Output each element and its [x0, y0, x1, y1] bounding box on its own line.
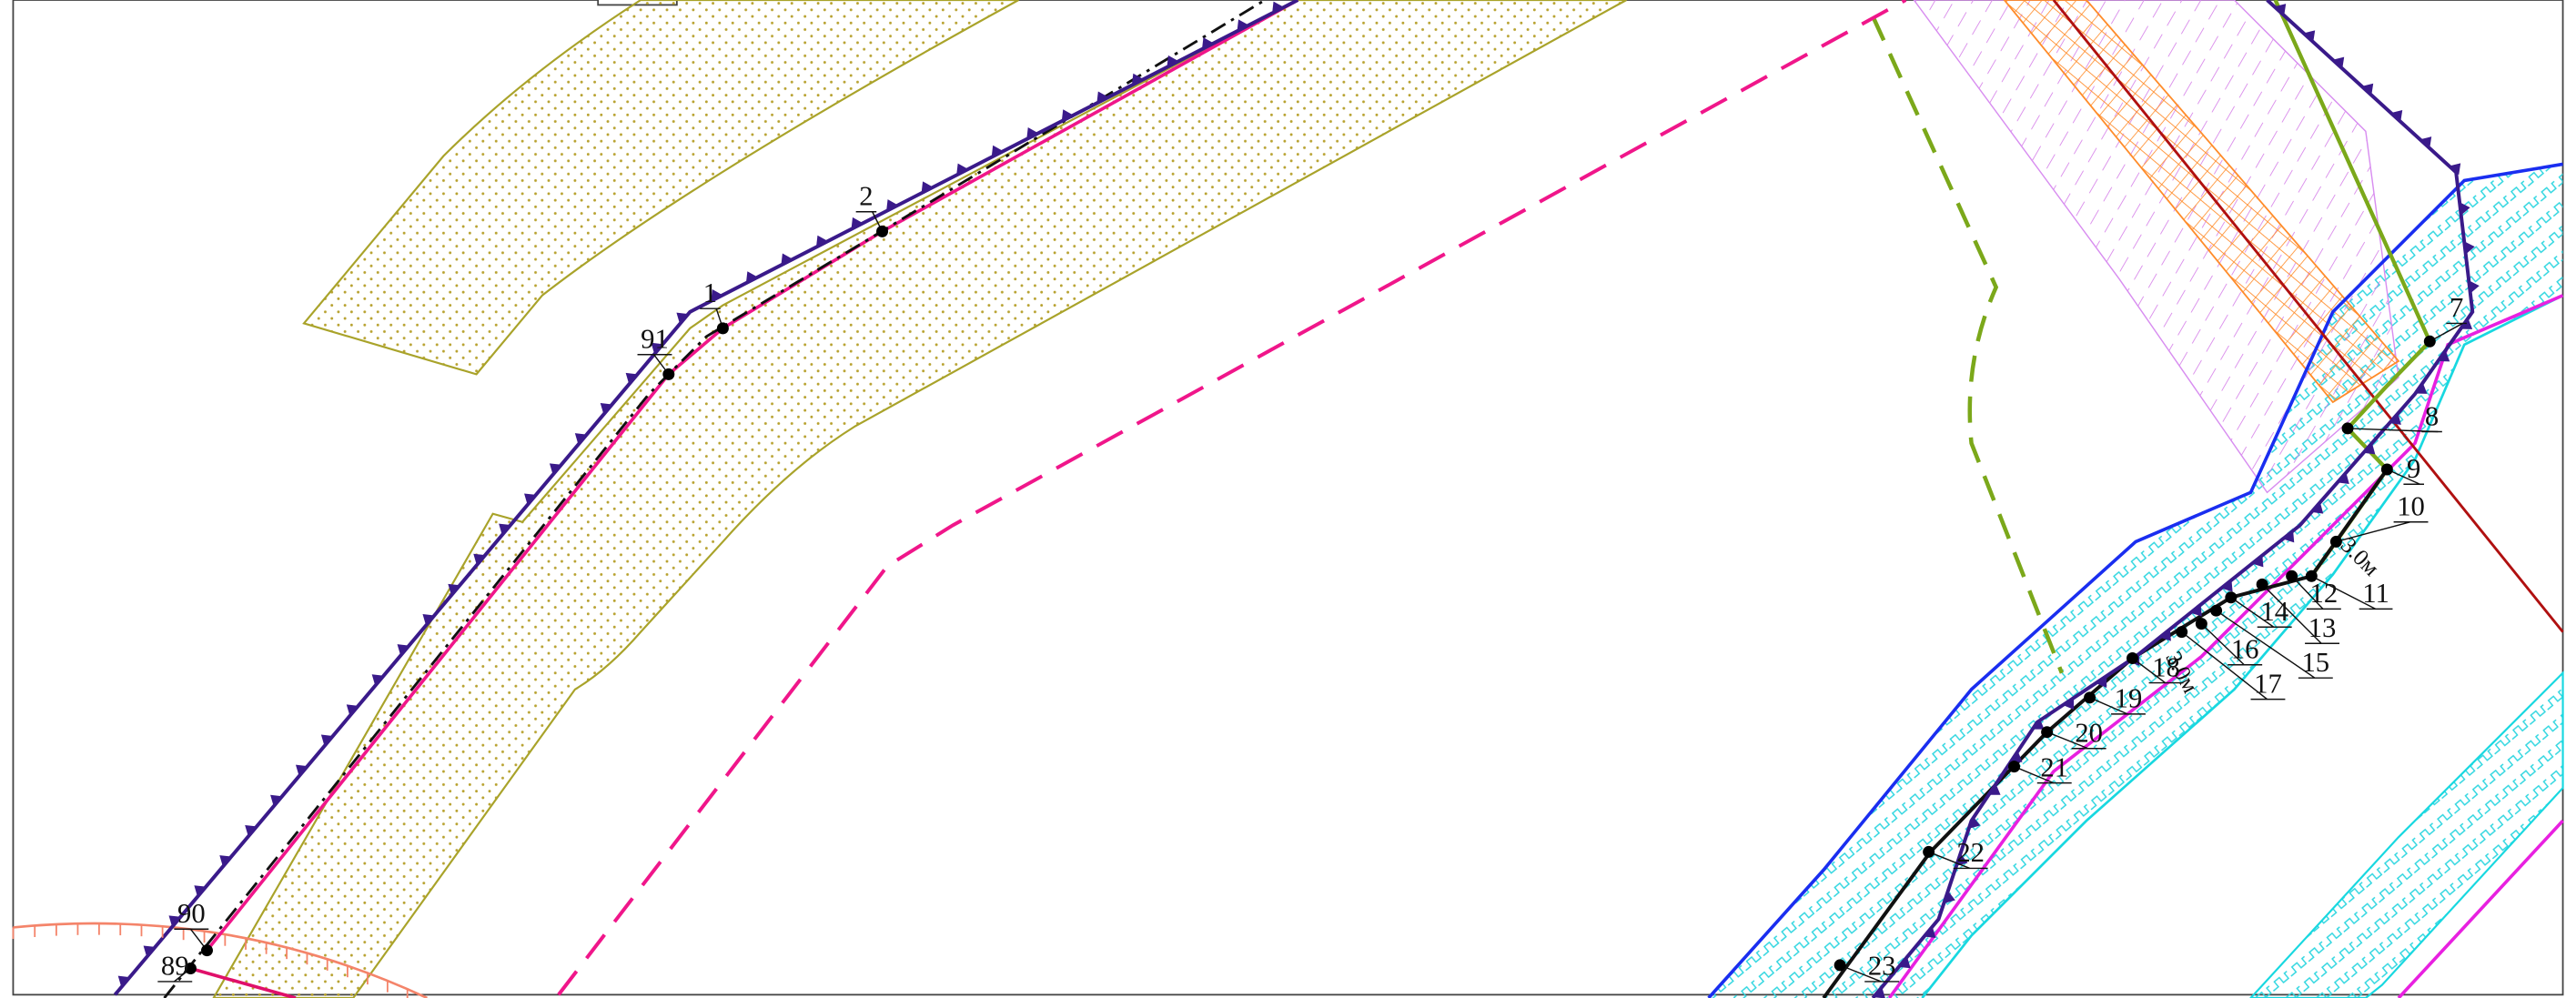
river-line: [2397, 819, 2564, 998]
boundary-purple: [113, 0, 1299, 996]
zone-violet: [1913, 0, 2399, 494]
point-marker: [184, 963, 197, 975]
leader-line: [2200, 623, 2245, 666]
point-label: 20: [2075, 718, 2103, 749]
point-label: 9: [2407, 453, 2420, 484]
water-boundary: [1707, 162, 2563, 998]
point-label: 8: [2425, 400, 2439, 431]
point-marker: [2341, 422, 2354, 435]
point-label: 2: [859, 181, 873, 212]
leader-line: [2216, 610, 2316, 679]
point-marker: [2305, 570, 2318, 582]
boundary-purple: [1871, 0, 2475, 998]
point-marker: [716, 322, 729, 335]
point-label: 1: [703, 277, 717, 308]
arc-ticks: [12, 923, 409, 998]
point-label: 21: [2040, 751, 2068, 782]
point-marker: [2225, 591, 2238, 604]
point-marker: [2286, 570, 2298, 582]
zone-dotted: [302, 0, 1019, 376]
leader-line: [2387, 469, 2420, 485]
leader-line: [2261, 583, 2322, 644]
point-marker: [2176, 626, 2188, 639]
leader-line: [2429, 322, 2463, 342]
point-label: 13: [2308, 612, 2337, 643]
point-label: 10: [2397, 491, 2425, 522]
line-green-dashed: [1871, 15, 2064, 674]
point-marker: [2084, 691, 2096, 704]
point-label: 12: [2310, 578, 2339, 609]
water-zone: [2249, 670, 2564, 998]
leader-line: [2014, 765, 2055, 784]
point-label: 14: [2260, 596, 2288, 627]
point-marker: [2126, 652, 2139, 665]
zone-orange: [2003, 0, 2400, 404]
point-label: 19: [2115, 683, 2143, 714]
leader-line: [2310, 575, 2377, 610]
point-label: 17: [2254, 668, 2282, 699]
leader-line: [2046, 731, 2089, 750]
point-label: 15: [2301, 647, 2329, 678]
point-label: 16: [2231, 634, 2259, 665]
point-marker: [2423, 335, 2436, 348]
point-label: 22: [1956, 837, 1985, 868]
point-marker: [2380, 463, 2393, 476]
point-marker: [2210, 604, 2223, 617]
leader-line: [1928, 851, 1971, 870]
leader-line: [2089, 697, 2128, 715]
leader-line: [2336, 521, 2410, 543]
point-label: 89: [161, 951, 189, 982]
point-marker: [2195, 618, 2207, 630]
point-marker: [200, 944, 213, 957]
point-label: 18: [2152, 651, 2180, 682]
point-marker: [662, 368, 675, 380]
point-label: 11: [2362, 578, 2389, 609]
line-red: [2052, 0, 2564, 633]
point-marker: [2041, 726, 2054, 739]
line-red: [189, 966, 297, 998]
leader-line: [2291, 575, 2324, 610]
point-label: 90: [177, 898, 206, 929]
point-label: 7: [2450, 292, 2463, 323]
line-dash-dot: [163, 0, 1266, 998]
leader-line: [2132, 657, 2167, 684]
line-pink-dashed: [557, 0, 1907, 996]
leader-line: [2230, 597, 2275, 628]
zone-dotted: [212, 0, 1627, 998]
point-marker: [1834, 959, 1846, 972]
water-line: [1921, 294, 2564, 998]
point-marker: [1923, 845, 1935, 858]
point-marker: [2008, 761, 2021, 773]
point-label: 23: [1868, 951, 1896, 982]
point-marker: [2329, 535, 2342, 548]
point-label: 91: [641, 324, 669, 355]
point-marker: [2256, 578, 2268, 590]
point-marker: [876, 225, 889, 237]
leader-line: [2181, 631, 2268, 701]
leader-line: [1839, 964, 1882, 983]
